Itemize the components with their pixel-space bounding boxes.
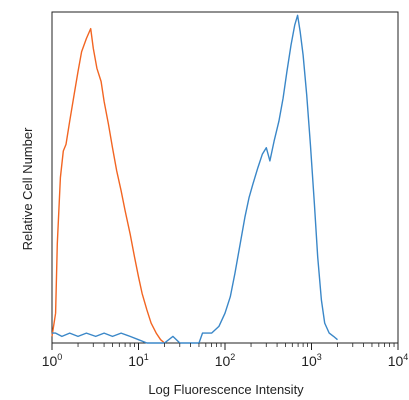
plot-marks (51, 11, 399, 344)
histogram-series-1 (51, 27, 165, 344)
x-tick-label: 103 (301, 352, 322, 369)
plot-frame (51, 11, 399, 344)
x-tick-label: 102 (215, 352, 236, 369)
x-axis-ticks: 100 101 102 103 104 (42, 343, 409, 369)
y-axis-title: Relative Cell Number (20, 127, 35, 250)
x-tick-label: 104 (388, 352, 409, 369)
x-axis-title: Log Fluorescence Intensity (148, 382, 304, 397)
x-tick-label: 100 (42, 352, 63, 369)
x-tick-label: 101 (128, 352, 149, 369)
histogram-series-2 (52, 14, 338, 344)
